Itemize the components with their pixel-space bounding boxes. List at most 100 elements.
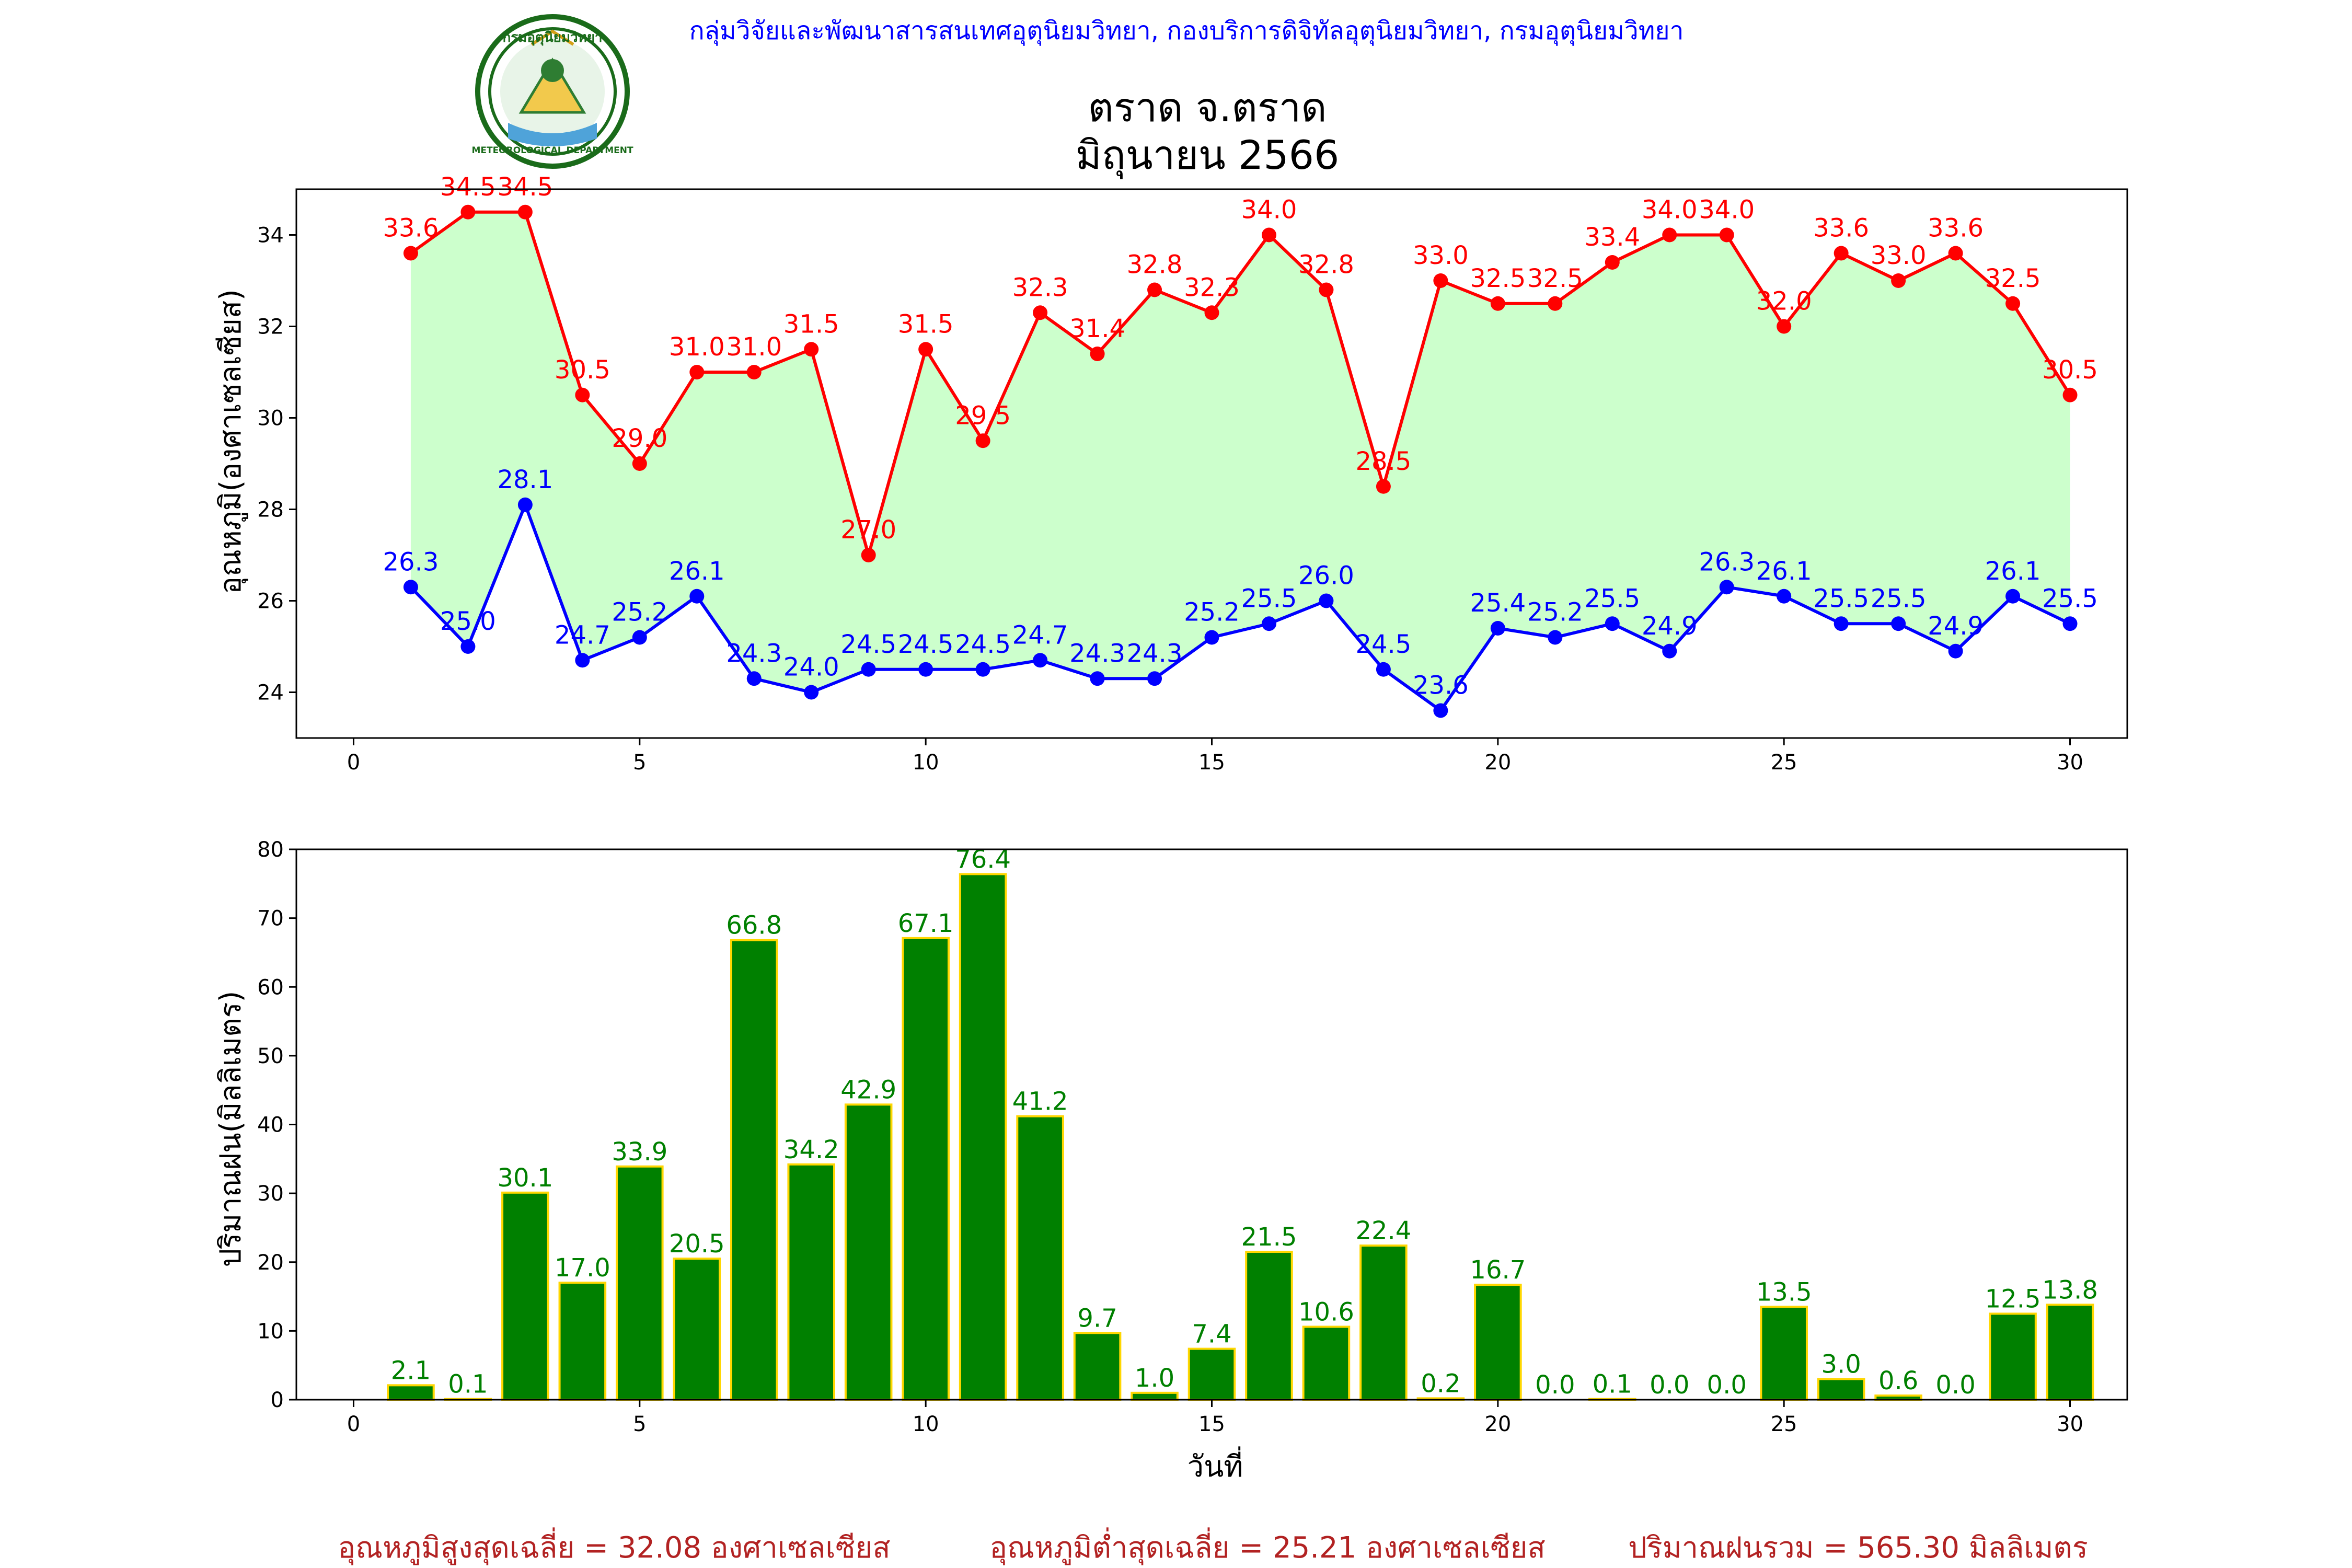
min-temp-label: 24.5 [1355, 630, 1411, 659]
max-temp-point [1433, 273, 1448, 288]
summary-avg-min-temp: อุณหภูมิต่ำสุดเฉลี่ย = 25.21 องศาเซลเซีย… [989, 1527, 1545, 1565]
rain-bar [501, 1191, 549, 1401]
rain-bar-label: 0.2 [1421, 1369, 1460, 1398]
min-temp-point [1891, 616, 1906, 631]
min-temp-label: 25.5 [1813, 584, 1869, 613]
rain-bar-label: 16.7 [1470, 1255, 1526, 1285]
rainfall-y-tick-label: 50 [257, 1044, 284, 1068]
temperature-y-tick-label: 34 [257, 224, 284, 248]
logo-text-top: กรมอุตุนิยมวิทยา [502, 30, 602, 46]
max-temp-point [1548, 296, 1563, 311]
chart-title-line1: ตราด จ.ตราด [1088, 84, 1327, 131]
rain-bar-label: 66.8 [726, 911, 782, 940]
logo-text-bottom: METEOROLOGICAL DEPARTMENT [471, 145, 633, 156]
rain-bar [1817, 1378, 1865, 1401]
rain-bar-label: 10.6 [1298, 1297, 1354, 1327]
rainfall-y-tick-label: 70 [257, 907, 284, 931]
rain-bar-label: 3.0 [1821, 1350, 1861, 1379]
temperature-x-tick-label: 20 [1484, 751, 1511, 775]
rainfall-y-tick-label: 10 [257, 1319, 284, 1343]
rain-bar-label: 0.0 [1650, 1370, 1689, 1400]
rainfall-y-tick-label: 20 [257, 1251, 284, 1275]
summary-total-rain: ปริมาณฝนรวม = 565.30 มิลลิเมตร [1628, 1531, 2088, 1565]
max-temp-line [410, 210, 2072, 561]
min-temp-point [632, 630, 647, 645]
min-temp-label: 25.5 [2042, 584, 2098, 613]
max-temp-label: 32.8 [1127, 250, 1183, 280]
max-temp-point [2005, 296, 2021, 311]
rain-bar [387, 1384, 435, 1401]
rain-bar-label: 30.1 [497, 1163, 553, 1193]
max-temp-label: 34.0 [1241, 195, 1297, 225]
rain-bar-label: 13.8 [2042, 1275, 2098, 1305]
max-temp-point [1777, 319, 1792, 334]
max-temp-point [1948, 246, 1963, 261]
min-temp-point [1490, 621, 1505, 636]
min-temp-point [1033, 653, 1048, 668]
max-temp-label: 31.5 [783, 309, 839, 339]
max-temp-label: 33.6 [383, 214, 439, 243]
min-temp-point [746, 671, 762, 686]
min-temp-point [1948, 643, 1963, 659]
rainfall-x-tick-label: 15 [1198, 1412, 1225, 1436]
min-temp-label: 25.4 [1470, 589, 1526, 618]
max-temp-point [403, 246, 418, 261]
max-temp-label: 31.4 [1069, 314, 1125, 343]
min-temp-point [1433, 703, 1448, 718]
temperature-x-tick-label: 10 [913, 751, 939, 775]
max-temp-label: 30.5 [555, 355, 610, 385]
min-temp-label: 24.7 [1012, 620, 1068, 650]
rain-bar [2046, 1304, 2094, 1401]
temperature-y-tick-label: 26 [257, 590, 284, 614]
min-temp-label: 25.5 [1871, 584, 1927, 613]
min-temp-point [861, 662, 876, 677]
max-temp-label: 31.0 [669, 332, 725, 362]
rain-bar [1359, 1244, 1408, 1401]
min-temp-point [975, 662, 990, 677]
max-temp-label: 32.3 [1012, 273, 1068, 302]
max-temp-label: 32.0 [1756, 287, 1812, 316]
rain-bar-label: 21.5 [1241, 1223, 1297, 1252]
min-temp-label: 24.9 [1928, 612, 1984, 641]
rain-bar [673, 1258, 721, 1401]
rain-bar [1760, 1306, 1808, 1401]
max-temp-point [1719, 227, 1734, 243]
max-temp-point [861, 548, 876, 562]
max-temp-point [1204, 305, 1219, 320]
max-temp-point [1090, 347, 1105, 361]
max-temp-label: 29.5 [955, 401, 1011, 430]
rain-bar [730, 939, 778, 1401]
max-temp-point [1261, 227, 1276, 243]
rain-bar-label: 7.4 [1192, 1320, 1231, 1349]
rain-bar-label: 0.0 [1535, 1370, 1575, 1400]
min-temp-point [1605, 616, 1620, 631]
max-temp-label: 27.0 [840, 515, 896, 545]
rainfall-y-tick-label: 40 [257, 1113, 284, 1137]
rain-bar-label: 0.1 [448, 1370, 488, 1399]
max-temp-label: 33.0 [1871, 241, 1927, 270]
rainfall-y-tick-label: 60 [257, 975, 284, 999]
min-temp-label: 24.3 [1127, 639, 1183, 668]
max-temp-label: 34.0 [1642, 195, 1698, 225]
rain-bar-label: 13.5 [1756, 1277, 1812, 1307]
max-temp-point [1891, 273, 1906, 288]
min-temp-point [918, 662, 933, 677]
max-temp-label: 32.8 [1298, 250, 1354, 280]
min-temp-point [804, 685, 819, 700]
temperature-chart: อุณหภูมิ(องศาเซลเซียส) 33.6 26.3 34.5 25.0 3… [214, 172, 2128, 775]
temperature-range-fill [410, 212, 2070, 711]
max-temp-point [1605, 255, 1620, 270]
min-temp-point [1319, 593, 1334, 608]
min-temp-label: 24.3 [1069, 639, 1125, 668]
min-temp-label: 24.5 [955, 630, 1011, 659]
rain-bar [844, 1103, 893, 1401]
min-temp-label: 24.7 [555, 620, 610, 650]
max-temp-label: 32.3 [1184, 273, 1240, 302]
org-line: กลุ่มวิจัยและพัฒนาสารสนเทศอุตุนิยมวิทยา,… [689, 16, 1684, 46]
rain-bar-label: 67.1 [898, 909, 954, 938]
max-temp-point [1834, 246, 1849, 261]
max-temp-label: 33.6 [1813, 214, 1869, 243]
max-temp-label: 30.5 [2042, 355, 2098, 385]
temperature-y-tick-label: 30 [257, 407, 284, 431]
